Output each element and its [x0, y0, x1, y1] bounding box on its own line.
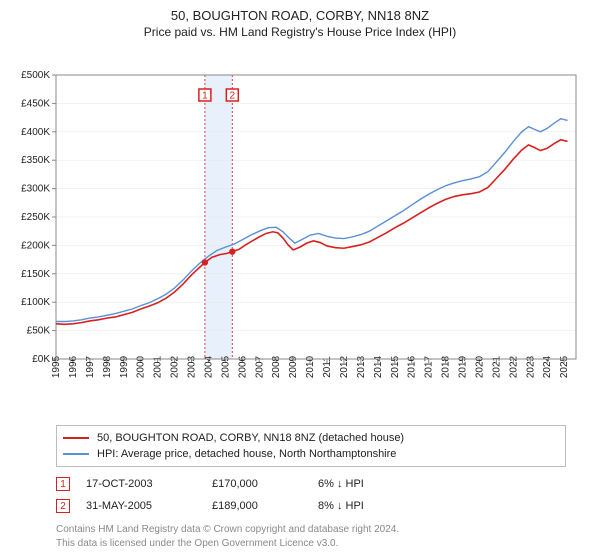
chart-svg: £0K £50K £100K £150K £200K £250K £300K £350K £40…: [0, 39, 600, 419]
chart-container: 50, BOUGHTON ROAD, CORBY, NN18 8NZ Price…: [0, 0, 600, 550]
txn-date: 17-OCT-2003: [86, 478, 196, 490]
legend-row-red: 50, BOUGHTON ROAD, CORBY, NN18 8NZ (deta…: [63, 430, 559, 446]
legend: 50, BOUGHTON ROAD, CORBY, NN18 8NZ (deta…: [56, 425, 566, 467]
svg-text:£100K: £100K: [21, 297, 50, 308]
legend-row-blue: HPI: Average price, detached house, Nort…: [63, 446, 559, 462]
footnote-line: Contains HM Land Registry data © Crown c…: [56, 523, 566, 537]
txn-row: 1 17-OCT-2003 £170,000 6% ↓ HPI: [56, 473, 566, 495]
svg-text:£0K: £0K: [32, 354, 50, 365]
svg-text:£500K: £500K: [21, 70, 50, 81]
svg-text:£450K: £450K: [21, 98, 50, 109]
transactions-table: 1 17-OCT-2003 £170,000 6% ↓ HPI 2 31-MAY…: [56, 473, 566, 517]
titles: 50, BOUGHTON ROAD, CORBY, NN18 8NZ Price…: [0, 0, 600, 39]
legend-label-red: 50, BOUGHTON ROAD, CORBY, NN18 8NZ (deta…: [97, 432, 404, 444]
svg-text:£400K: £400K: [21, 127, 50, 138]
txn-marker-icon: 2: [56, 499, 70, 513]
footnote: Contains HM Land Registry data © Crown c…: [56, 523, 566, 550]
txn-row: 2 31-MAY-2005 £189,000 8% ↓ HPI: [56, 495, 566, 517]
svg-text:1: 1: [202, 91, 208, 102]
legend-swatch-red: [63, 437, 89, 439]
txn-marker-icon: 1: [56, 477, 70, 491]
svg-text:£250K: £250K: [21, 212, 50, 223]
txn-price: £170,000: [212, 478, 302, 490]
svg-text:£50K: £50K: [27, 326, 51, 337]
svg-text:£300K: £300K: [21, 184, 50, 195]
svg-text:2: 2: [230, 91, 236, 102]
footnote-line: This data is licensed under the Open Gov…: [56, 537, 566, 551]
title-sub: Price paid vs. HM Land Registry's House …: [0, 25, 600, 39]
svg-text:£150K: £150K: [21, 269, 50, 280]
svg-text:£200K: £200K: [21, 240, 50, 251]
txn-date: 31-MAY-2005: [86, 500, 196, 512]
txn-price: £189,000: [212, 500, 302, 512]
title-main: 50, BOUGHTON ROAD, CORBY, NN18 8NZ: [0, 8, 600, 23]
chart-plot: £0K £50K £100K £150K £200K £250K £300K £350K £40…: [0, 39, 600, 419]
svg-text:£350K: £350K: [21, 155, 50, 166]
legend-swatch-blue: [63, 453, 89, 455]
txn-delta: 6% ↓ HPI: [318, 478, 418, 490]
txn-delta: 8% ↓ HPI: [318, 500, 418, 512]
legend-label-blue: HPI: Average price, detached house, Nort…: [97, 448, 396, 460]
